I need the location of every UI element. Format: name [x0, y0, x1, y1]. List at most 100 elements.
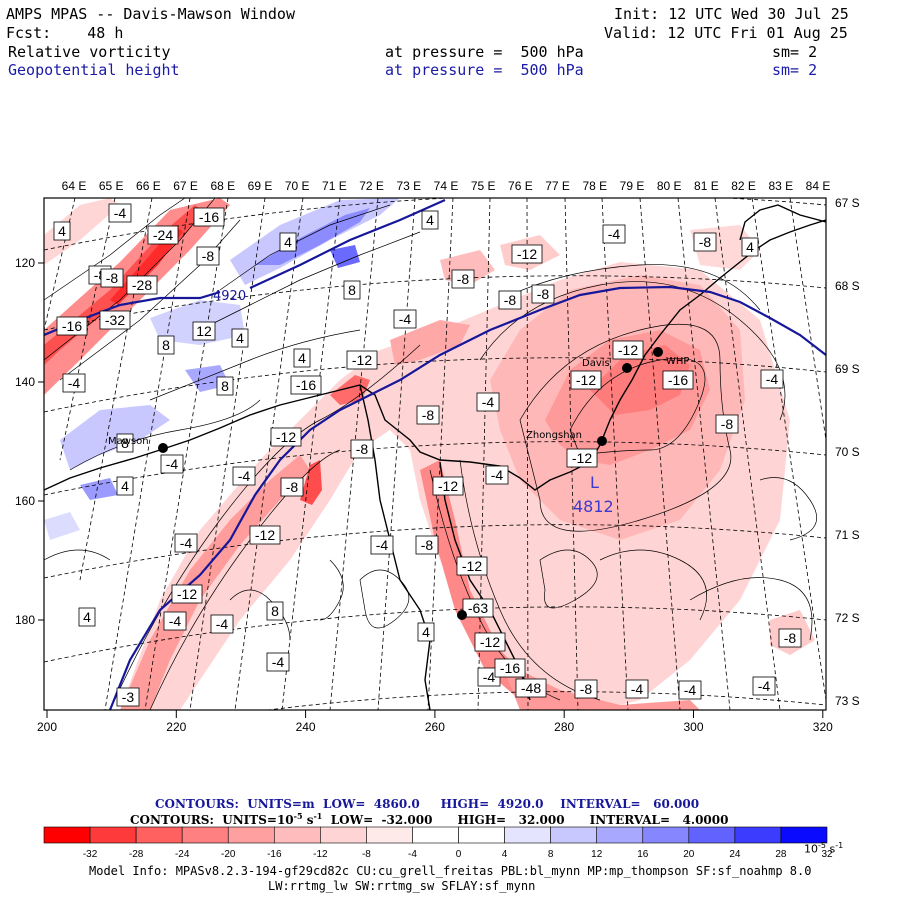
longitude-label: 76 E — [508, 179, 533, 193]
field2-name: Geopotential height — [8, 61, 180, 79]
vorticity-label-box: -8 — [415, 535, 439, 555]
y-axis: 120 140 160 180 — [15, 256, 44, 627]
longitude-labels: 64 E 65 E 66 E 67 E 68 E 69 E 70 E 71 E 72 E 73 E… — [62, 179, 831, 193]
colorbar-swatch — [89, 826, 137, 844]
colorbar-label: 8 — [548, 849, 554, 860]
forecast-label-text: Fcst: — [6, 24, 52, 42]
vorticity-label-text: 4 — [426, 212, 434, 228]
y-tick-label: 140 — [15, 375, 35, 389]
vorticity-label-box: -4 — [174, 533, 198, 553]
longitude-label: 81 E — [694, 179, 719, 193]
height-contour-label: 4920 — [213, 289, 246, 304]
valid-label: Valid: — [604, 24, 659, 42]
x-tick-label: 320 — [813, 720, 833, 734]
station-label-zhongshan: Zhongshan — [526, 430, 582, 441]
vorticity-label-box: -4 — [160, 454, 184, 474]
vorticity-label-bg — [78, 607, 96, 627]
vorticity-label-text: -4 — [68, 375, 81, 391]
colorbar-swatch — [642, 826, 690, 844]
colorbar-swatch — [320, 826, 367, 844]
vorticity-label-text: -12 — [576, 372, 596, 388]
vorticity-label-box: 4 — [78, 607, 96, 627]
vorticity-label-bg — [678, 680, 702, 700]
longitude-label: 65 E — [99, 179, 124, 193]
colorbar-label: 0 — [456, 849, 462, 860]
vorticity-label-text: 8 — [162, 337, 170, 353]
station-label-whp: WHP — [666, 356, 689, 367]
vorticity-label-box: 8 — [157, 335, 175, 355]
vorticity-label-text: 4 — [236, 330, 244, 346]
vorticity-label-bg — [602, 224, 626, 244]
vorticity-label-text: -4 — [482, 394, 495, 410]
forecast-label: Fcst: 48 h — [6, 25, 123, 41]
vorticity-label-bg — [741, 237, 759, 257]
y-tick-label: 120 — [15, 256, 35, 270]
vorticity-label-text: -4 — [631, 681, 644, 697]
vorticity-label-bg — [343, 280, 361, 300]
vorticity-label-text: -8 — [421, 537, 434, 553]
vorticity-label-bg — [249, 525, 281, 545]
vorticity-label-bg — [160, 454, 184, 474]
model-title: AMPS MPAS -- Davis-Mawson Window — [6, 5, 295, 23]
field1-smoothing: sm= 2 — [772, 43, 818, 61]
vorticity-label-text: -16 — [500, 660, 520, 676]
vorticity-label-text: -4 — [238, 468, 251, 484]
longitude-label: 71 E — [322, 179, 347, 193]
x-tick-label: 200 — [37, 720, 57, 734]
vorticity-label-bg — [498, 290, 522, 310]
colorbar-swatch — [596, 826, 644, 844]
height-low: LOW= 4860.0 — [323, 797, 420, 811]
vorticity-label-box: -16 — [56, 316, 88, 336]
vorticity-label-text: -4 — [272, 654, 285, 670]
vorticity-label-text: 4 — [422, 624, 430, 640]
longitude-label: 84 E — [806, 179, 831, 193]
latitude-label: 70 S — [835, 445, 860, 459]
vorticity-label-box: -12 — [270, 427, 302, 447]
vorticity-label-bg — [280, 477, 304, 497]
station-dot-davis — [622, 363, 632, 373]
vorticity-label-text: -24 — [153, 227, 173, 243]
latitude-label: 71 S — [835, 528, 860, 542]
vorticity-label-bg — [662, 370, 694, 390]
vorticity-label-text: -3 — [122, 689, 135, 705]
vorticity-label-text: -4 — [483, 669, 496, 685]
vorticity-label-box: -8 — [574, 679, 598, 699]
latitude-label: 72 S — [835, 611, 860, 625]
vorticity-label-box: 8 — [266, 601, 284, 621]
vorticity-label-box: -12 — [474, 632, 506, 652]
vorticity-label-text: -12 — [572, 450, 592, 466]
latitude-label: 67 S — [835, 196, 860, 210]
vort-interval: INTERVAL= 4.0000 — [589, 813, 729, 827]
longitude-label: 79 E — [620, 179, 645, 193]
field2-smoothing: sm= 2 — [772, 61, 818, 79]
vorticity-label-text: -8 — [457, 271, 470, 287]
vorticity-label-text: 4 — [284, 234, 292, 250]
colorbar-label: -16 — [267, 849, 282, 860]
vorticity-label-text: -12 — [352, 352, 372, 368]
latitude-label: 73 S — [835, 694, 860, 708]
colorbar-label: 28 — [775, 849, 787, 860]
vorticity-label-bg — [62, 373, 86, 393]
longitude-label: 66 E — [136, 179, 161, 193]
vorticity-label-box: -3 — [116, 687, 140, 707]
vorticity-label-box: -16 — [290, 375, 322, 395]
vorticity-label-bg — [157, 335, 175, 355]
vorticity-label-text: -4 — [166, 456, 179, 472]
vorticity-label-box: 8 — [116, 433, 134, 453]
longitude-label: 68 E — [210, 179, 235, 193]
vorticity-label-text: 4 — [58, 223, 66, 239]
longitude-label: 80 E — [657, 179, 682, 193]
vorticity-label-box: -4 — [210, 614, 234, 634]
vorticity-label-bg — [417, 622, 435, 642]
vorticity-label-box: -16 — [662, 370, 694, 390]
vorticity-label-bg — [192, 321, 216, 341]
station-dot-mawson — [158, 443, 168, 453]
vorticity-label-box: -8 — [778, 628, 802, 648]
longitude-label: 74 E — [434, 179, 459, 193]
colorbar-label: 32 — [821, 849, 833, 860]
colorbar-swatch — [458, 826, 505, 844]
colorbar-units-exp: -5 — [818, 841, 826, 850]
longitude-label: 78 E — [582, 179, 607, 193]
